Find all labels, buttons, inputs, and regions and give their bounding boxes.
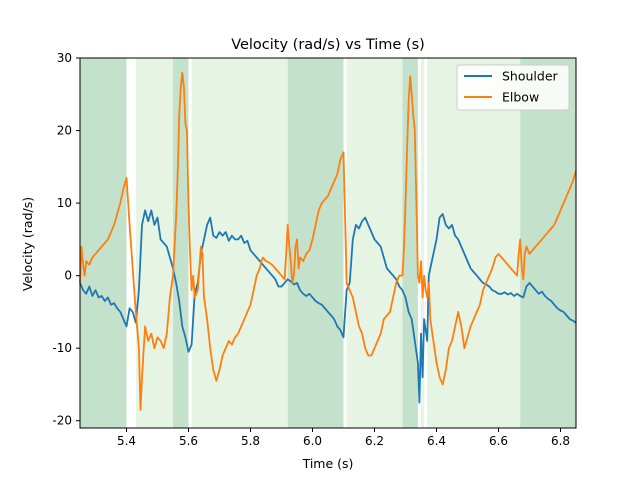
- y-axis-ticks: -20 -10 0 10 20 30: [52, 51, 80, 428]
- x-tick-label: 6.6: [489, 434, 508, 448]
- series-line-shoulder: [79, 209, 577, 404]
- phase-regions: [80, 58, 576, 428]
- plot-frame: [79, 57, 577, 429]
- legend: Shoulder Elbow: [456, 64, 570, 111]
- x-tick-label: 5.8: [241, 434, 260, 448]
- y-tick-label: 10: [57, 196, 72, 210]
- x-tick-label: 6.0: [303, 434, 322, 448]
- x-axis-label: Time (s): [302, 456, 354, 471]
- x-tick-label: 5.4: [117, 434, 136, 448]
- y-tick-label: -20: [52, 414, 72, 428]
- y-tick-label: 30: [57, 51, 72, 65]
- x-axis-ticks: 5.4 5.6 5.8 6.0 6.2 6.4 6.6 6.8: [117, 428, 570, 448]
- legend-elbow-label: Elbow: [502, 90, 539, 105]
- legend-shoulder-label: Shoulder: [502, 69, 559, 84]
- series-lines: [79, 71, 577, 411]
- series-line-elbow: [79, 71, 577, 411]
- x-tick-label: 6.4: [427, 434, 446, 448]
- phase-region-8: [421, 58, 425, 428]
- phase-region-9: [427, 58, 521, 428]
- phase-region-10: [520, 58, 576, 428]
- chart-title: Velocity (rad/s) vs Time (s): [231, 37, 425, 53]
- x-tick-label: 6.2: [365, 434, 384, 448]
- phase-region-1: [80, 58, 127, 428]
- phase-region-4: [191, 58, 288, 428]
- y-tick-label: 0: [64, 269, 72, 283]
- y-tick-label: 20: [57, 124, 72, 138]
- y-axis-label: Velocity (rad/s): [20, 197, 35, 291]
- phase-region-6: [346, 58, 403, 428]
- x-tick-label: 6.8: [551, 434, 570, 448]
- y-tick-label: -10: [52, 341, 72, 355]
- x-tick-label: 5.6: [179, 434, 198, 448]
